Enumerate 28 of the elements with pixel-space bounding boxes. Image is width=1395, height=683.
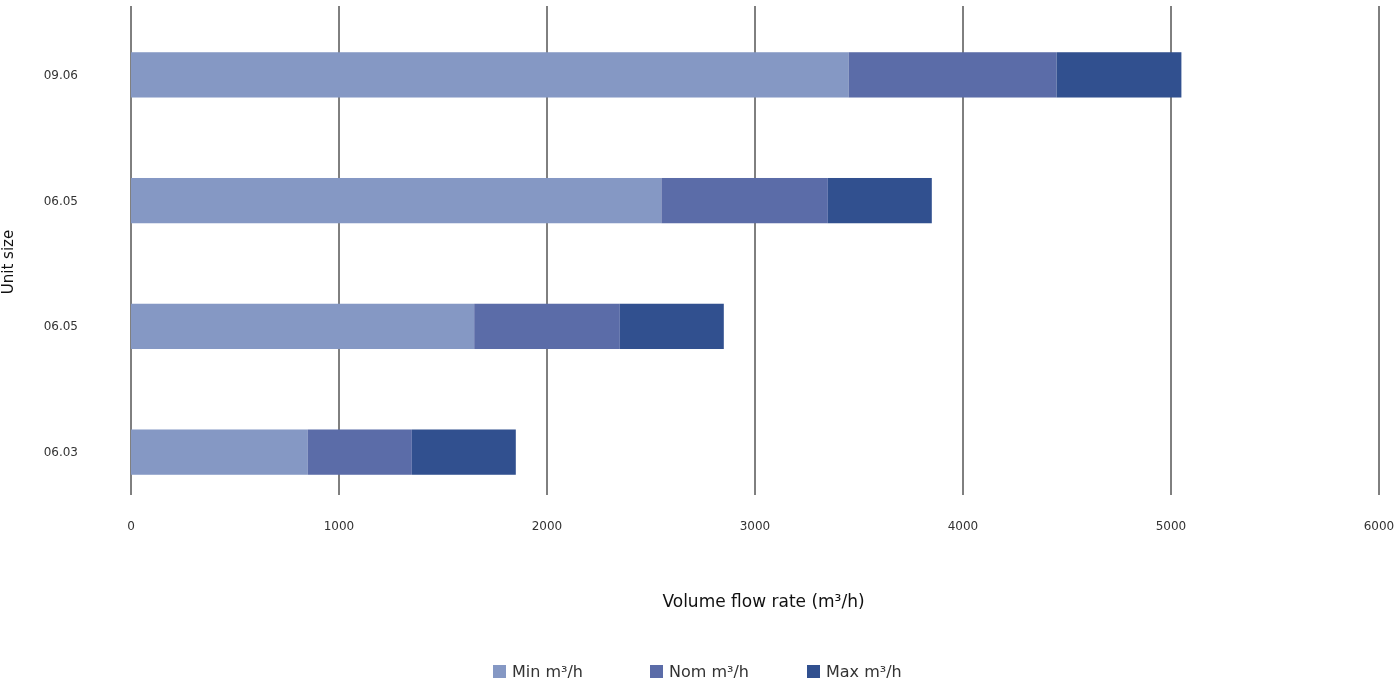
x-tick-label: 3000 bbox=[739, 519, 771, 533]
bar bbox=[474, 303, 620, 350]
x-tick-label: 6000 bbox=[1363, 519, 1395, 533]
bar bbox=[131, 177, 662, 224]
x-tick-label: 5000 bbox=[1155, 519, 1187, 533]
x-tick-label: 4000 bbox=[947, 519, 979, 533]
x-tick-label: 0 bbox=[127, 519, 135, 533]
bar bbox=[1056, 52, 1182, 98]
bar bbox=[848, 52, 1057, 98]
x-axis-title: Volume flow rate (m³/h) bbox=[662, 591, 865, 611]
y-tick-label: 06.05 bbox=[43, 319, 78, 334]
legend-label: Max m³/h bbox=[826, 662, 902, 681]
y-tick-label: 09.06 bbox=[43, 67, 78, 82]
bar bbox=[131, 429, 308, 475]
bar bbox=[619, 303, 724, 350]
bar bbox=[307, 429, 412, 475]
bar bbox=[661, 177, 828, 224]
x-tick-label: 2000 bbox=[531, 519, 563, 533]
legend-label: Nom m³/h bbox=[669, 662, 749, 681]
bar bbox=[131, 303, 475, 350]
bar bbox=[411, 429, 516, 475]
bar bbox=[131, 52, 849, 98]
y-axis-title: Unit size bbox=[0, 229, 17, 295]
legend-label: Min m³/h bbox=[512, 662, 584, 681]
bar bbox=[827, 177, 932, 224]
y-tick-label: 06.05 bbox=[43, 193, 78, 208]
y-tick-label: 06.03 bbox=[43, 445, 78, 460]
x-tick-label: 1000 bbox=[323, 519, 355, 533]
